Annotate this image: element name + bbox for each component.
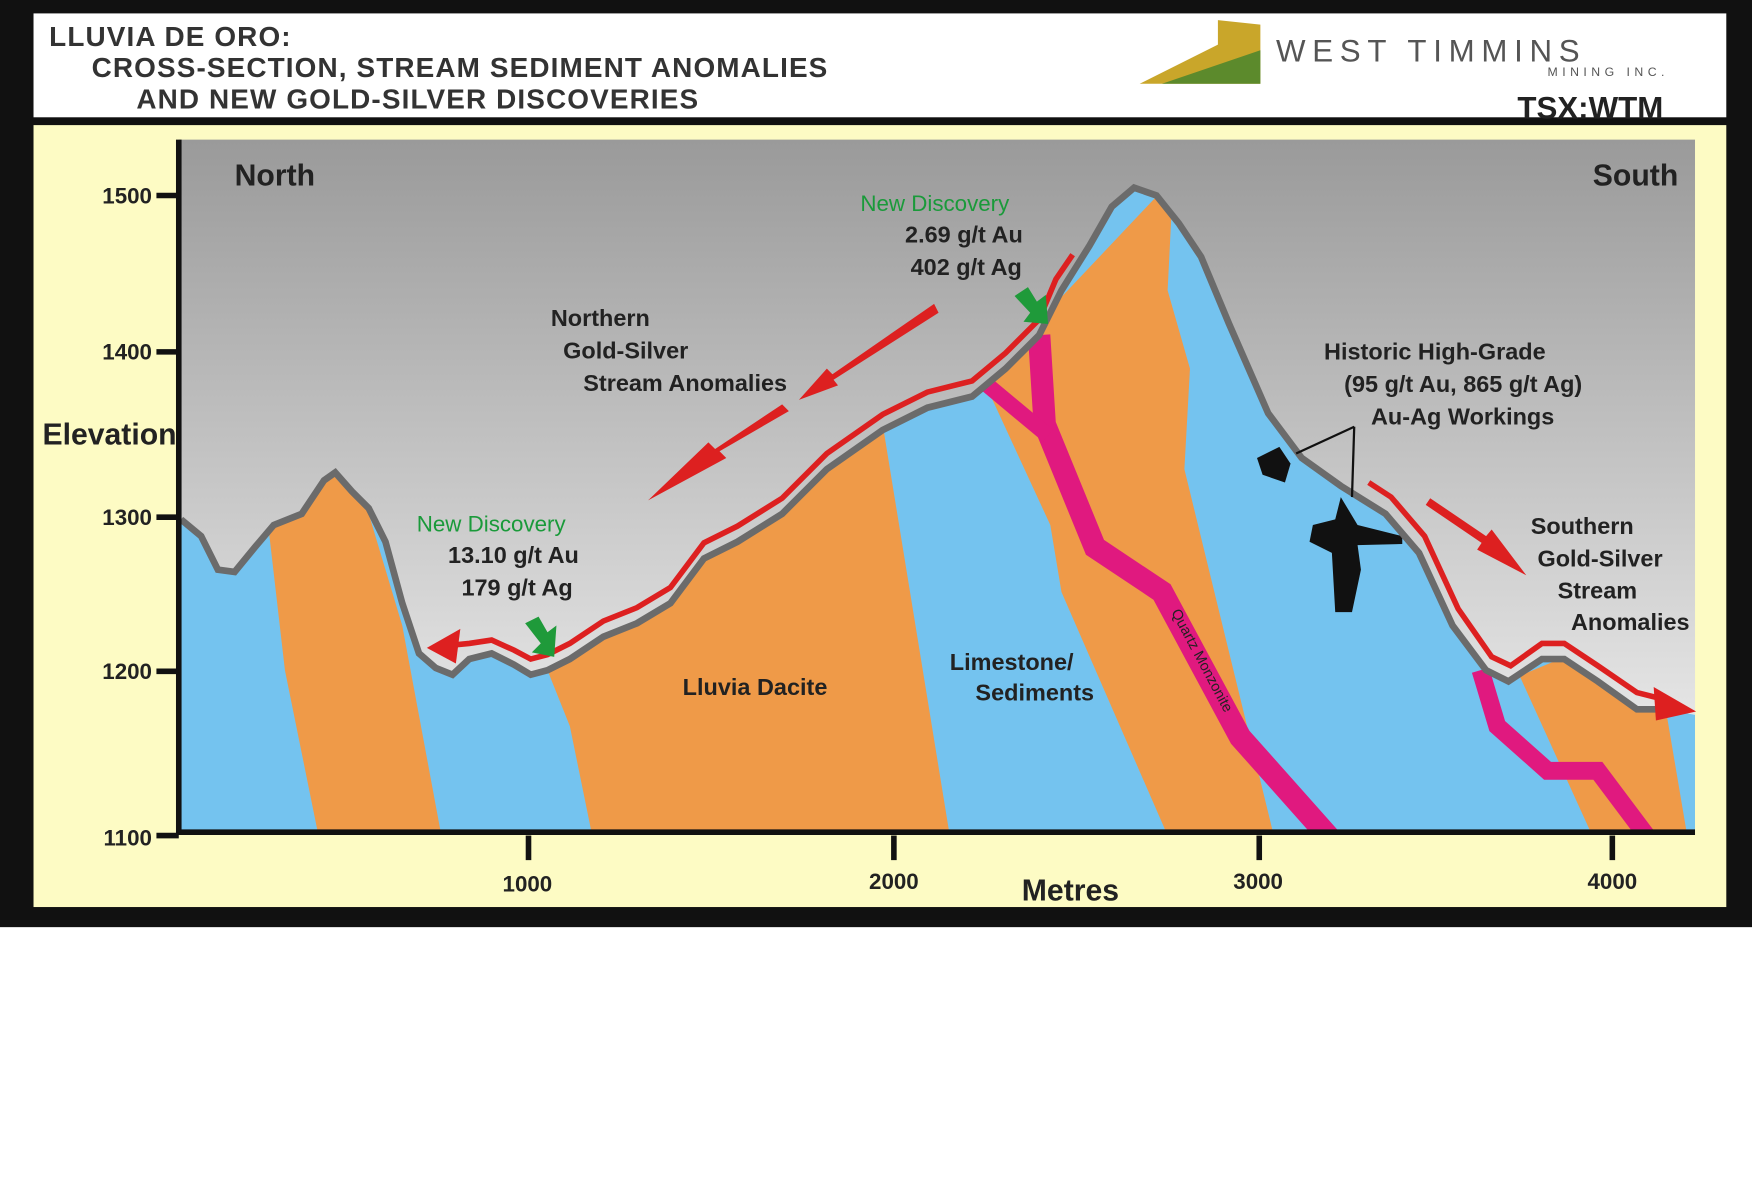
leader [1295, 425, 1355, 455]
annotation: Anomalies [1571, 609, 1690, 635]
arrow [426, 628, 461, 664]
annotation: Stream [1558, 578, 1638, 604]
arrow [1425, 498, 1527, 576]
discovery-arrow [1014, 287, 1049, 324]
y-tick-label: 1500 [102, 183, 152, 208]
anomaly-line [1367, 480, 1660, 701]
anomaly-line [446, 253, 1075, 663]
monzonite-dike [1471, 667, 1656, 833]
x-tick-label: 1000 [503, 871, 553, 896]
unit-label: Limestone/ [950, 649, 1074, 675]
arrow [1653, 686, 1697, 721]
y-tick-label: 1100 [103, 826, 151, 851]
x-tick-label: 2000 [869, 869, 919, 894]
x-axis-label: Metres [1022, 874, 1119, 907]
x-tick-label: 4000 [1587, 869, 1637, 894]
x-tick-label: 3000 [1233, 869, 1283, 894]
ticker: TSX:WTM [1517, 90, 1663, 125]
annotation: Stream Anomalies [583, 370, 787, 396]
arrow [798, 303, 939, 400]
monzonite-dike [1027, 334, 1338, 833]
title-line: LLUVIA DE ORO: [49, 21, 292, 52]
north-label: North [235, 159, 315, 192]
south-label: South [1593, 159, 1678, 192]
discovery-arrow [525, 616, 557, 657]
ticks [156, 192, 1616, 861]
discovery-grade: 13.10 g/t Au [448, 542, 579, 568]
discovery-grade: 402 g/t Ag [911, 254, 1022, 280]
unit-label: Sediments [975, 679, 1094, 705]
annotation: Historic High-Grade [1324, 339, 1546, 365]
discovery-grade: 179 g/t Ag [461, 574, 572, 600]
logo-name: WEST TIMMINS [1276, 33, 1586, 68]
annotation: Northern [551, 305, 650, 331]
discovery-heading: New Discovery [417, 512, 567, 537]
annotation: Gold-Silver [563, 338, 688, 364]
dacite-unit [268, 463, 442, 833]
y-tick-label: 1400 [102, 340, 152, 365]
annotation: Au-Ag Workings [1371, 403, 1554, 429]
y-tick-label: 1200 [102, 659, 152, 684]
workings [1309, 497, 1403, 613]
header-panel [33, 13, 1727, 118]
title-line: CROSS-SECTION, STREAM SEDIMENT ANOMALIES [92, 52, 829, 83]
discovery-heading: New Discovery [860, 191, 1010, 216]
y-axis-label: Elevation [42, 419, 176, 452]
annotation: Gold-Silver [1537, 545, 1662, 571]
monzonite-dike [976, 373, 1054, 442]
arrow [648, 404, 789, 501]
dacite-unit [547, 424, 950, 833]
leader [1350, 426, 1356, 498]
terrain-profile [178, 183, 1665, 713]
logo-sub: MINING INC. [1548, 65, 1669, 79]
y-tick-label: 1300 [102, 505, 152, 530]
axes [175, 139, 1696, 835]
discovery-grade: 2.69 g/t Au [905, 221, 1023, 247]
workings [1257, 446, 1291, 483]
title-line: AND NEW GOLD-SILVER DISCOVERIES [136, 83, 699, 114]
unit-label: Lluvia Dacite [683, 674, 828, 700]
annotation: Southern [1531, 513, 1634, 539]
annotation: (95 g/t Au, 865 g/t Ag) [1344, 371, 1582, 397]
